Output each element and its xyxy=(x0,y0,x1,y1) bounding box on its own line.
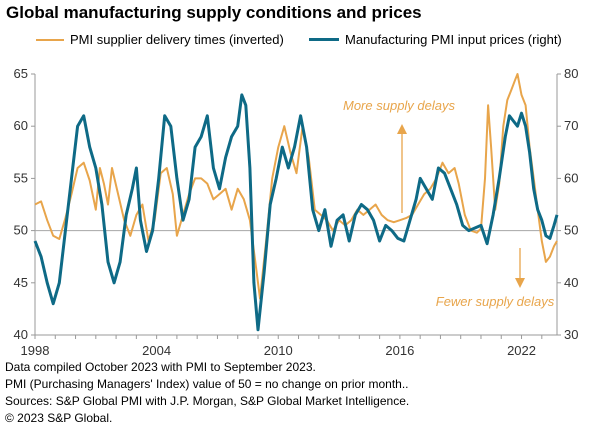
y-left-tick-label: 40 xyxy=(14,327,28,342)
x-tick-label: 1998 xyxy=(21,343,50,358)
annotation-fewer-delays: Fewer supply delays xyxy=(436,294,555,309)
line-chart: 40 45 50 55 60 65 30 40 50 60 70 80 1998 2004 2010 2016… xyxy=(14,66,579,358)
series-line-supplier-delivery xyxy=(34,73,558,300)
y-left-tick-label: 55 xyxy=(14,170,28,185)
y-left-tick-label: 60 xyxy=(14,118,28,133)
x-tick-label: 2004 xyxy=(142,343,171,358)
y-right-tick-label: 60 xyxy=(564,170,578,185)
legend-label-supplier: PMI supplier delivery times (inverted) xyxy=(70,32,284,47)
legend-item-supplier: PMI supplier delivery times (inverted) xyxy=(36,32,284,47)
legend: PMI supplier delivery times (inverted) M… xyxy=(0,32,598,52)
y-right-tick-label: 80 xyxy=(564,66,578,81)
footnote-line: Data compiled October 2023 with PMI to S… xyxy=(5,360,316,374)
chart-title: Global manufacturing supply conditions a… xyxy=(6,3,422,22)
y-left-tick-label: 65 xyxy=(14,66,28,81)
footnote-line: Sources: S&P Global PMI with J.P. Morgan… xyxy=(5,394,410,408)
x-tick-label: 2022 xyxy=(507,343,536,358)
footnote-line: PMI (Purchasing Managers' Index) value o… xyxy=(5,377,409,391)
footnote-line: © 2023 S&P Global. xyxy=(5,411,113,425)
annotation-more-delays: More supply delays xyxy=(343,98,455,113)
arrow-down-head xyxy=(515,278,525,288)
x-tick-label: 2016 xyxy=(385,343,414,358)
legend-label-prices: Manufacturing PMI input prices (right) xyxy=(345,32,562,47)
arrow-up-head xyxy=(397,124,407,134)
y-left-tick-label: 45 xyxy=(14,275,28,290)
y-right-tick-label: 70 xyxy=(564,118,578,133)
legend-swatch-supplier xyxy=(36,38,64,41)
y-right-tick-label: 50 xyxy=(564,223,578,238)
x-tick-label: 2010 xyxy=(264,343,293,358)
legend-swatch-prices xyxy=(309,38,339,41)
y-left-tick-label: 50 xyxy=(14,223,28,238)
footnotes: Data compiled October 2023 with PMI to S… xyxy=(5,359,409,427)
series-line-input-prices xyxy=(33,93,559,332)
legend-item-prices: Manufacturing PMI input prices (right) xyxy=(309,32,562,47)
y-right-tick-label: 30 xyxy=(564,327,578,342)
y-right-tick-label: 40 xyxy=(564,275,578,290)
